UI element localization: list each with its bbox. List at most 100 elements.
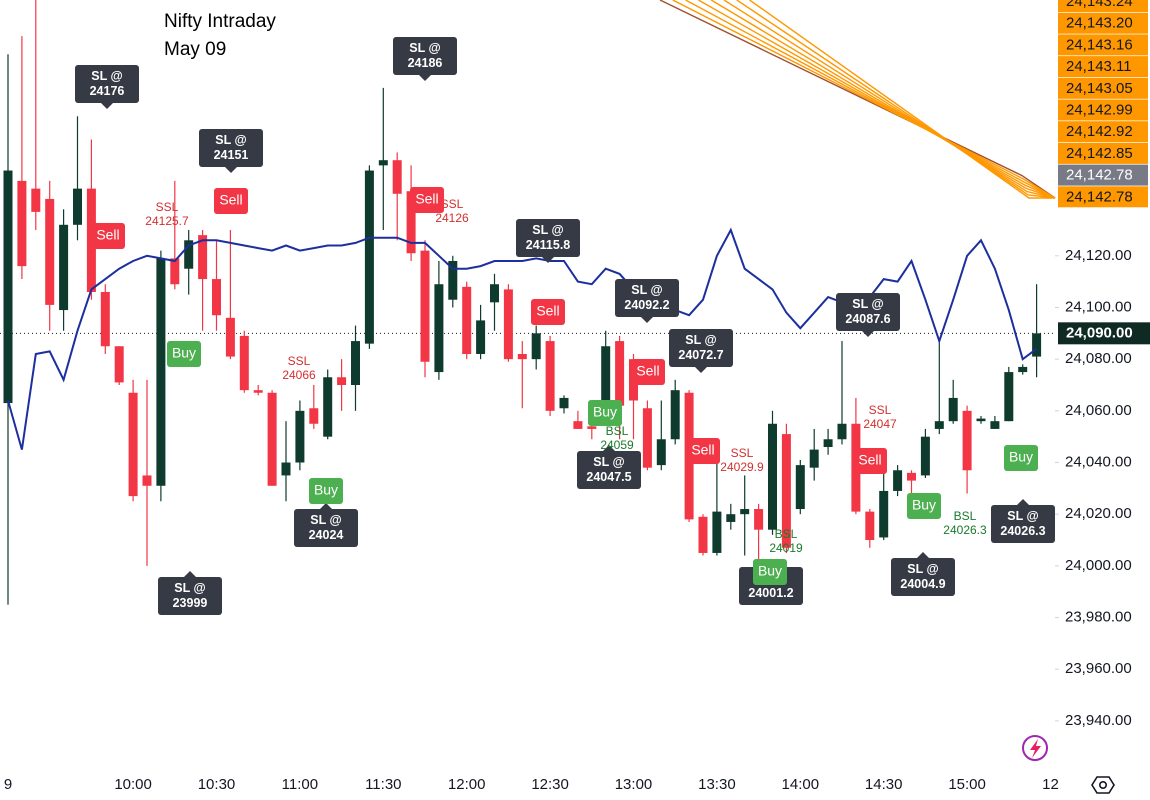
fan-line (710, 0, 1056, 199)
annotation-box (199, 129, 263, 167)
annotation-box (410, 187, 444, 213)
fan-line (723, 0, 1056, 199)
x-tick-label: 10:30 (198, 776, 236, 793)
y-tick-label: 24,100.00 (1065, 298, 1132, 315)
candle-body (865, 511, 875, 541)
candle-body (601, 346, 611, 417)
price-tag (1058, 0, 1148, 12)
x-tick-label: 11:30 (365, 776, 401, 793)
x-tick-label: 14:30 (865, 776, 903, 793)
candle-body (754, 509, 764, 530)
price-tag-label: 24,143.24 (1066, 0, 1133, 10)
annotation-text: Buy (912, 497, 936, 513)
y-tick-label: 23,980.00 (1065, 609, 1132, 626)
candle-body (239, 335, 249, 391)
settings-dot[interactable] (1099, 780, 1108, 789)
annotation-box (853, 448, 887, 474)
price-tag (1058, 56, 1148, 78)
annotation-text: SL @ (852, 297, 883, 311)
x-tick-label: 12:30 (531, 776, 569, 793)
alert-icon[interactable] (1022, 735, 1048, 761)
annotation-text: BSL (775, 527, 798, 541)
annotation-box (615, 279, 679, 317)
y-tick-label: 24,120.00 (1065, 247, 1132, 264)
settings-hex[interactable] (1091, 776, 1115, 794)
annotation-text: 24176 (90, 84, 125, 98)
annotation-text: 24047.5 (586, 470, 631, 484)
last-price-label: 24,090.00 (1066, 324, 1133, 341)
annotation-buy: Buy (1004, 445, 1038, 471)
candle-body (462, 286, 472, 354)
annotation-pointer (862, 331, 874, 337)
candle-body (893, 470, 903, 491)
price-tag (1058, 186, 1148, 208)
annotation-text: 24059 (600, 438, 634, 452)
candle-body (1032, 333, 1042, 357)
settings-icon[interactable] (1091, 776, 1115, 794)
annotation-sell: Sell (631, 359, 665, 385)
candle-body (128, 392, 138, 497)
price-tag-label: 24,142.78 (1066, 188, 1133, 205)
fan-line (736, 0, 1056, 199)
candle-body (184, 240, 194, 269)
price-tag (1058, 34, 1148, 56)
candle-body (364, 170, 374, 344)
candle-body (768, 423, 777, 530)
annotation-text: 24066 (282, 368, 316, 382)
annotation-text: SL @ (409, 41, 440, 55)
annotation-text: Sell (536, 303, 559, 319)
annotation-pointer (603, 445, 615, 451)
candle-body (253, 390, 263, 393)
annotation-text: 24024 (309, 528, 344, 542)
alert-bolt[interactable] (1030, 739, 1041, 758)
annotation-sl: SL @23999 (158, 571, 222, 615)
candle-body (948, 397, 958, 422)
candle-body (962, 410, 972, 471)
alert-ring[interactable] (1022, 735, 1048, 761)
candle-body (837, 423, 847, 440)
annotation-box (158, 577, 222, 615)
candle-body (281, 462, 291, 476)
x-tick-label: 13:00 (615, 776, 653, 793)
annotation-sell: Sell (853, 448, 887, 474)
candle-body (45, 198, 55, 305)
annotation-box (167, 341, 201, 367)
annotation-sell: Sell (410, 187, 444, 213)
price-tag (1058, 77, 1148, 99)
y-tick-label: 23,960.00 (1065, 660, 1132, 677)
annotation-text: 24001.2 (748, 586, 793, 600)
annotation-box (294, 509, 358, 547)
candle-body (198, 235, 208, 280)
candle-body (795, 465, 805, 510)
annotation-text: 24004.9 (900, 577, 945, 591)
candle-body (309, 408, 319, 424)
annotation-text: Sell (96, 227, 119, 243)
annotation-box (577, 451, 641, 489)
last-price-tag (1058, 322, 1150, 345)
annotation-text: BSL (606, 424, 629, 438)
annotation-sell: Sell (686, 438, 720, 464)
annotation-text: 24115.8 (526, 238, 571, 252)
price-tag-label: 24,143.16 (1066, 36, 1133, 53)
annotation-box (1004, 445, 1038, 471)
annotation-buy: Buy (167, 341, 201, 367)
candle-body (3, 170, 13, 404)
annotation-box (836, 293, 900, 331)
candle-body (225, 317, 235, 357)
annotation-pointer (184, 571, 196, 577)
annotation-text: SL @ (685, 333, 716, 347)
annotation-text: 24019 (769, 541, 803, 555)
annotation-box (669, 329, 733, 367)
annotation-text: SL @ (310, 513, 341, 527)
candle-body (212, 279, 221, 316)
candle-body (31, 188, 41, 212)
annotation-sl: SL @24024 (294, 503, 358, 547)
y-tick-label: 24,000.00 (1065, 557, 1132, 574)
